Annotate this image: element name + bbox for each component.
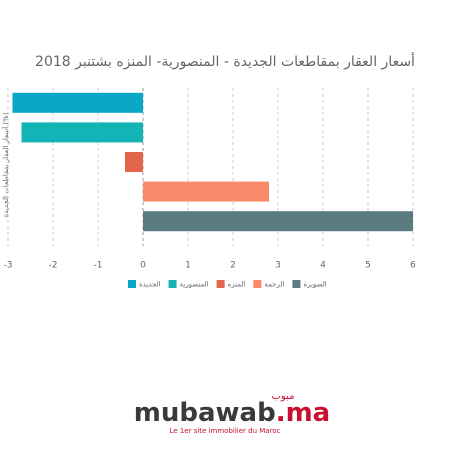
bar bbox=[12, 92, 143, 113]
y-axis-label: أسعار العقار بمقاطعات الجديدة (%) bbox=[1, 112, 10, 217]
x-tick-label: 0 bbox=[140, 261, 146, 271]
chart-title: أسعار العقار بمقاطعات الجديدة - المنصوري… bbox=[35, 52, 415, 70]
legend-swatch bbox=[253, 280, 262, 288]
x-tick-label: 1 bbox=[185, 261, 191, 271]
logo-main: mubawab bbox=[134, 398, 276, 428]
bar bbox=[125, 152, 143, 172]
x-tick-label: 4 bbox=[320, 261, 326, 271]
logo-arabic: مبوب bbox=[272, 391, 295, 402]
bar bbox=[143, 211, 413, 232]
x-tick-label: 3 bbox=[275, 261, 281, 271]
legend-swatch bbox=[168, 280, 177, 288]
logo-suffix: .ma bbox=[276, 398, 331, 428]
bar bbox=[21, 122, 143, 143]
x-tick-label: -3 bbox=[4, 261, 13, 271]
x-tick-label: -1 bbox=[94, 261, 103, 271]
legend-label: الصويرة bbox=[303, 281, 326, 289]
x-tick-label: -2 bbox=[49, 261, 58, 271]
legend-label: الرحمة bbox=[264, 281, 284, 289]
logo: mubawab.ma bbox=[134, 398, 330, 428]
legend-label: الجديدة bbox=[139, 281, 161, 289]
x-tick-label: 6 bbox=[410, 261, 416, 271]
legend-label: المنزه bbox=[228, 281, 246, 289]
bar bbox=[143, 181, 269, 202]
legend-label: المنصورية bbox=[180, 281, 209, 289]
tagline: Le 1er site immobilier du Maroc bbox=[170, 427, 281, 435]
legend-swatch bbox=[128, 280, 136, 288]
x-tick-label: 2 bbox=[230, 261, 236, 271]
legend-swatch bbox=[216, 280, 225, 288]
x-tick-label: 5 bbox=[365, 261, 371, 271]
legend-swatch bbox=[292, 280, 301, 288]
